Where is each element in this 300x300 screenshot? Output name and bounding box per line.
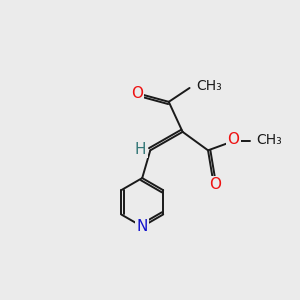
Text: O: O — [209, 177, 221, 192]
Text: N: N — [136, 219, 148, 234]
Text: O: O — [131, 85, 143, 100]
Text: CH₃: CH₃ — [256, 133, 282, 147]
Text: CH₃: CH₃ — [196, 79, 222, 93]
Text: H: H — [135, 142, 146, 157]
Text: O: O — [227, 132, 239, 147]
